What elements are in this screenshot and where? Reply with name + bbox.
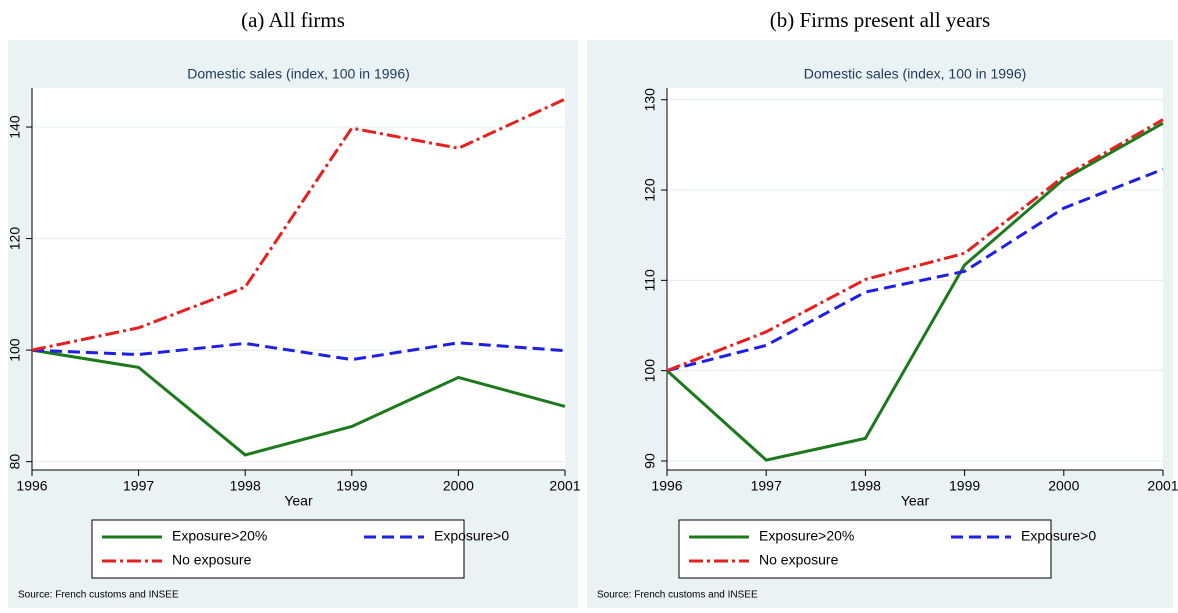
source-note: Source: French customs and INSEE [597,590,758,601]
y-tick-label: 100 [642,359,658,383]
x-tick-label: 1998 [850,478,881,494]
x-tick-label: 1999 [949,478,980,494]
x-axis-label: Year [901,493,930,509]
legend-label: Exposure>20% [172,528,267,544]
source-note: Source: French customs and INSEE [18,590,179,601]
x-tick-label: 1997 [751,478,782,494]
legend-label: Exposure>20% [759,528,854,544]
x-axis-label: Year [284,493,313,509]
legend-label: Exposure>0 [434,528,509,544]
y-tick-label: 110 [642,269,658,292]
chart-title: Domestic sales (index, 100 in 1996) [187,66,410,82]
y-tick-label: 120 [7,227,23,251]
x-tick-label: 2001 [549,478,580,494]
plot-area [32,88,565,470]
series-line [666,167,1164,373]
legend-label: No exposure [759,552,839,568]
series-line [31,97,566,352]
legend-box [678,519,1052,579]
x-tick-label: 1999 [336,478,367,494]
legend-box [91,519,465,579]
x-tick-label: 1996 [651,478,682,494]
series-line [666,118,1164,373]
y-tick-label: 100 [7,338,23,362]
panel-label: (a) All firms [241,8,345,32]
y-tick-label: 140 [7,115,23,139]
x-tick-label: 2000 [1048,478,1079,494]
x-tick-label: 1996 [16,478,47,494]
series-line [665,121,1164,462]
y-tick-label: 130 [642,88,658,112]
chart-title: Domestic sales (index, 100 in 1996) [804,66,1027,82]
x-tick-label: 1998 [230,478,261,494]
x-tick-label: 1997 [123,478,154,494]
panel-label: (b) Firms present all years [770,8,990,32]
series-line [31,348,566,457]
y-tick-label: 90 [642,453,658,469]
legend-label: No exposure [172,552,252,568]
y-tick-label: 120 [642,178,658,202]
legend-label: Exposure>0 [1021,528,1096,544]
plot-area [667,88,1163,470]
y-tick-label: 80 [7,454,23,470]
x-tick-label: 2000 [443,478,474,494]
x-tick-label: 2001 [1147,478,1178,494]
